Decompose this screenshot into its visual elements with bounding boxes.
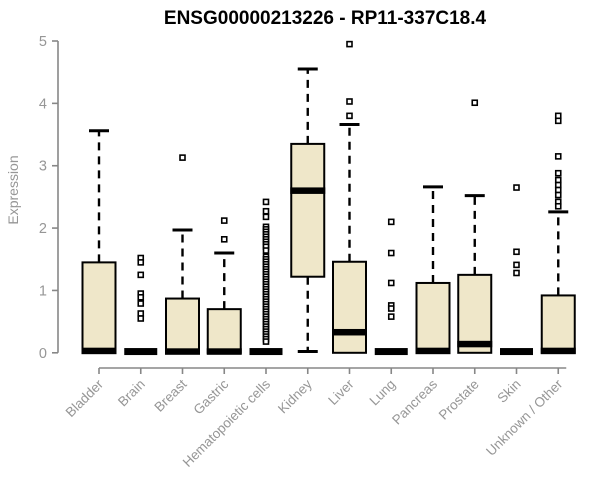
median-line: [165, 348, 200, 355]
outlier-point: [554, 153, 562, 160]
median-line: [457, 340, 493, 348]
boxplot-box: [540, 294, 576, 354]
x-tick-label: Gastric: [191, 376, 232, 417]
outlier-point: [262, 213, 270, 221]
x-tick-label: Brain: [115, 377, 148, 410]
x-tick-label: Prostate: [436, 377, 482, 423]
boxplot-box: [457, 273, 493, 354]
outlier-point: [137, 259, 145, 266]
x-tick-label: Liver: [325, 376, 357, 408]
y-tick-label: 0: [39, 346, 47, 362]
y-tick-label: 2: [39, 221, 47, 237]
outlier-point: [262, 247, 270, 254]
boxplot-box: [332, 260, 367, 354]
outlier-point: [387, 218, 395, 226]
outlier-point: [262, 338, 270, 345]
boxplot-box: [415, 281, 451, 354]
x-tick-label: Skin: [494, 377, 523, 406]
outlier-point: [513, 248, 520, 256]
outlier-point: [346, 98, 353, 105]
outlier-point: [262, 207, 270, 215]
outlier-point: [137, 300, 145, 307]
boxplot-box: [81, 261, 117, 354]
outlier-point: [220, 236, 228, 243]
median-line: [332, 328, 367, 336]
outlier-point: [554, 202, 562, 210]
outlier-point: [387, 249, 395, 257]
outlier-point: [513, 261, 520, 269]
x-tick-label: Unknown / Other: [483, 376, 566, 459]
outlier-point: [387, 305, 395, 312]
outlier-point: [471, 99, 479, 107]
outlier-point: [554, 191, 562, 199]
median-line: [81, 347, 117, 355]
outlier-point: [220, 217, 228, 224]
chart-title: ENSG00000213226 - RP11-337C18.4: [163, 8, 487, 29]
x-tick-label: Pancreas: [389, 376, 440, 427]
median-line: [249, 348, 283, 356]
y-tick-label: 3: [39, 159, 47, 175]
median-line: [206, 348, 242, 355]
outlier-point: [513, 269, 520, 277]
outlier-point: [137, 293, 145, 301]
outlier-point: [137, 315, 145, 322]
median-line: [540, 347, 576, 355]
outlier-point: [387, 313, 395, 320]
median-line: [415, 347, 451, 355]
median-line: [374, 348, 408, 356]
median-line: [124, 348, 158, 356]
outlier-point: [346, 112, 353, 120]
outlier-point: [179, 154, 186, 161]
outlier-point: [554, 117, 562, 125]
y-tick-label: 4: [39, 96, 47, 112]
y-tick-label: 5: [39, 34, 47, 50]
boxplot-box: [165, 297, 200, 354]
outlier-point: [554, 169, 562, 177]
median-line: [290, 187, 326, 194]
outlier-point: [346, 40, 353, 48]
boxplot-box: [206, 308, 242, 354]
outlier-point: [513, 184, 520, 191]
outlier-point: [262, 198, 270, 206]
x-tick-label: Bladder: [63, 376, 107, 420]
y-tick-label: 1: [39, 283, 47, 299]
outlier-point: [137, 271, 145, 279]
x-tick-label: Kidney: [275, 376, 315, 416]
outlier-point: [387, 279, 395, 287]
x-tick-label: Breast: [151, 376, 189, 414]
x-tick-label: Lung: [367, 377, 399, 409]
median-line: [500, 348, 533, 356]
boxplot-box: [290, 142, 326, 278]
